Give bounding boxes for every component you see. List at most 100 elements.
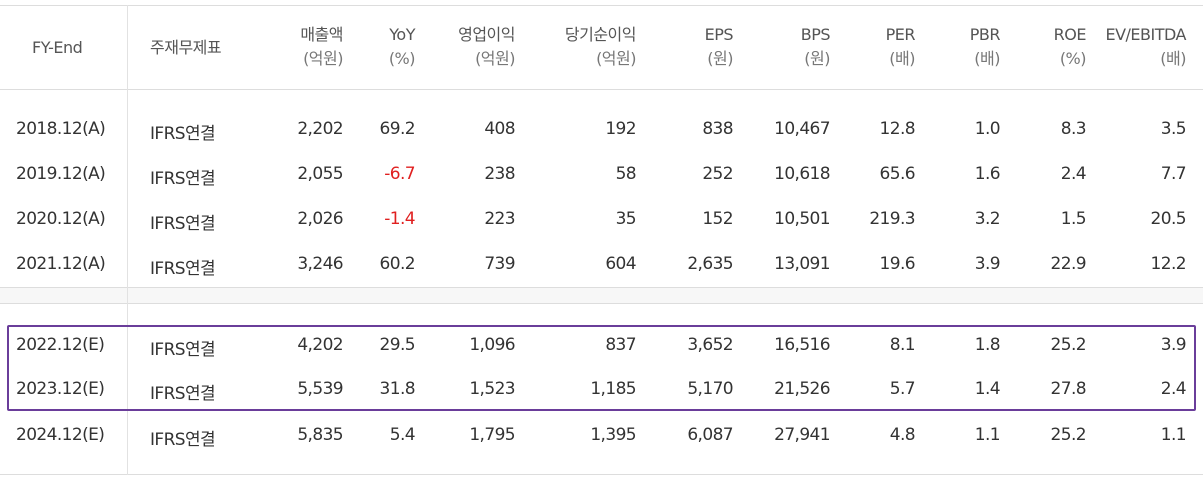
cell-yoy: -6.7 (384, 164, 415, 184)
cell-sales: 3,246 (297, 254, 343, 274)
cell-per: 5.7 (889, 379, 916, 399)
cell-operating-profit: 1,795 (469, 425, 515, 445)
cell-ev-ebitda: 2.4 (1160, 379, 1187, 399)
cell-pbr: 3.9 (974, 254, 1001, 274)
cell-yoy: 31.8 (379, 379, 416, 399)
cell-operating-profit: 408 (484, 119, 515, 139)
cell-roe: 8.3 (1060, 119, 1087, 139)
cell-sales: 2,026 (297, 209, 343, 229)
header-pbr: PBR (배) (969, 25, 1001, 68)
cell-pbr: 1.0 (974, 119, 1001, 139)
cell-per: 4.8 (889, 425, 916, 445)
header-roe: ROE (%) (1053, 25, 1087, 68)
cell-net-income: 1,395 (590, 425, 636, 445)
cell-per: 8.1 (889, 335, 916, 355)
cell-fy-end: 2022.12(E) (16, 335, 105, 355)
cell-net-income: 58 (615, 164, 637, 184)
header-bps: BPS (원) (800, 25, 831, 68)
cell-sales: 2,055 (297, 164, 343, 184)
cell-operating-profit: 1,523 (469, 379, 515, 399)
header-sales: 매출액 (억원) (300, 25, 343, 68)
cell-eps: 2,635 (687, 254, 733, 274)
cell-net-income: 837 (605, 335, 636, 355)
cell-ev-ebitda: 7.7 (1160, 164, 1187, 184)
header-operating-profit: 영업이익 (억원) (458, 25, 515, 68)
cell-per: 19.6 (879, 254, 916, 274)
cell-net-income: 604 (605, 254, 636, 274)
cell-bps: 10,501 (774, 209, 830, 229)
header-ev-ebitda: EV/EBITDA (배) (1105, 25, 1186, 68)
gap-bottom-border (0, 303, 1203, 304)
cell-pbr: 1.1 (974, 425, 1001, 445)
cell-operating-profit: 739 (484, 254, 515, 274)
header-basis: 주재무제표 (150, 38, 222, 57)
cell-sales: 5,539 (297, 379, 343, 399)
table-bottom-border (0, 474, 1203, 475)
cell-eps: 252 (702, 164, 733, 184)
cell-bps: 27,941 (774, 425, 830, 445)
cell-pbr: 3.2 (974, 209, 1001, 229)
table-top-border (0, 5, 1203, 6)
cell-fy-end: 2024.12(E) (16, 425, 105, 445)
cell-yoy: 29.5 (379, 335, 416, 355)
cell-pbr: 1.4 (974, 379, 1001, 399)
cell-roe: 25.2 (1050, 425, 1087, 445)
cell-bps: 10,467 (774, 119, 830, 139)
cell-bps: 21,526 (774, 379, 830, 399)
cell-fy-end: 2018.12(A) (16, 119, 106, 139)
cell-basis: IFRS연결 (150, 430, 216, 450)
cell-basis: IFRS연결 (150, 124, 216, 144)
cell-eps: 5,170 (687, 379, 733, 399)
cell-eps: 6,087 (687, 425, 733, 445)
cell-roe: 2.4 (1060, 164, 1087, 184)
cell-roe: 1.5 (1060, 209, 1087, 229)
section-gap (0, 287, 1203, 303)
cell-operating-profit: 238 (484, 164, 515, 184)
gap-top-border (0, 287, 1203, 288)
cell-basis: IFRS연결 (150, 214, 216, 234)
cell-per: 219.3 (869, 209, 915, 229)
cell-ev-ebitda: 3.9 (1160, 335, 1187, 355)
cell-yoy: 5.4 (389, 425, 416, 445)
cell-operating-profit: 223 (484, 209, 515, 229)
cell-net-income: 192 (605, 119, 636, 139)
cell-bps: 10,618 (774, 164, 830, 184)
cell-eps: 152 (702, 209, 733, 229)
cell-basis: IFRS연결 (150, 384, 216, 404)
cell-fy-end: 2023.12(E) (16, 379, 105, 399)
column-divider (127, 5, 128, 475)
cell-sales: 4,202 (297, 335, 343, 355)
cell-pbr: 1.8 (974, 335, 1001, 355)
cell-basis: IFRS연결 (150, 340, 216, 360)
header-per: PER (배) (885, 25, 916, 68)
cell-basis: IFRS연결 (150, 259, 216, 279)
cell-sales: 2,202 (297, 119, 343, 139)
cell-roe: 27.8 (1050, 379, 1087, 399)
header-net-income: 당기순이익 (억원) (564, 25, 637, 68)
cell-roe: 22.9 (1050, 254, 1087, 274)
cell-eps: 3,652 (687, 335, 733, 355)
cell-yoy: -1.4 (384, 209, 415, 229)
cell-net-income: 35 (615, 209, 637, 229)
cell-fy-end: 2020.12(A) (16, 209, 106, 229)
cell-ev-ebitda: 3.5 (1160, 119, 1187, 139)
cell-operating-profit: 1,096 (469, 335, 515, 355)
cell-ev-ebitda: 20.5 (1150, 209, 1187, 229)
cell-roe: 25.2 (1050, 335, 1087, 355)
cell-per: 65.6 (879, 164, 916, 184)
cell-fy-end: 2019.12(A) (16, 164, 106, 184)
header-yoy: YoY (%) (388, 25, 416, 68)
cell-ev-ebitda: 12.2 (1150, 254, 1187, 274)
forecast-highlight-box (7, 325, 1196, 411)
cell-per: 12.8 (879, 119, 916, 139)
cell-yoy: 60.2 (379, 254, 416, 274)
cell-eps: 838 (702, 119, 733, 139)
cell-pbr: 1.6 (974, 164, 1001, 184)
header-bottom-border (0, 89, 1203, 90)
header-eps: EPS (원) (704, 25, 734, 68)
cell-sales: 5,835 (297, 425, 343, 445)
cell-yoy: 69.2 (379, 119, 416, 139)
cell-basis: IFRS연결 (150, 169, 216, 189)
cell-bps: 16,516 (774, 335, 830, 355)
